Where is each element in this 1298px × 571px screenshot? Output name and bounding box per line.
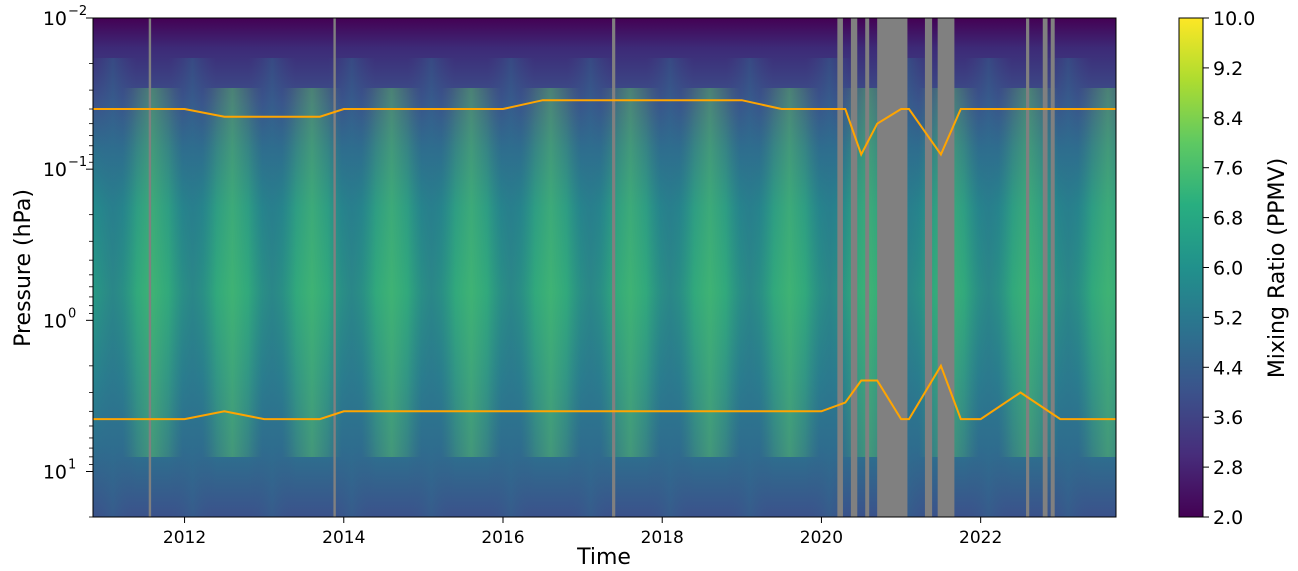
colorbar-tick-label: 7.6 (1213, 158, 1243, 180)
y-axis-label: Pressure (hPa) (11, 189, 36, 347)
winter-band (486, 58, 535, 517)
winter-band (725, 58, 774, 517)
x-tick-label: 2018 (641, 528, 684, 548)
missing-data-band (924, 18, 933, 517)
seasonal-bands (93, 58, 1116, 517)
colorbar (1178, 17, 1204, 518)
missing-data-band (865, 18, 870, 517)
missing-data-band (1026, 18, 1030, 517)
winter-band (964, 58, 1013, 517)
colorbar-tick-label: 3.6 (1213, 407, 1243, 429)
colorbar-tick-label: 4.4 (1213, 357, 1243, 379)
y-tick-label: 10 (43, 310, 67, 332)
y-tick-label: 10 (43, 159, 67, 181)
heatmap-field (93, 18, 1116, 517)
y-tick-label: 10 (43, 8, 67, 30)
x-tick-label: 2016 (481, 528, 524, 548)
missing-data-band (937, 18, 955, 517)
missing-data-band (850, 18, 858, 517)
x-axis: 2012 2014 2016 2018 2020 2022 (163, 517, 1002, 548)
winter-band (168, 58, 217, 517)
colorbar-tick-label: 10.0 (1213, 8, 1255, 30)
x-tick-label: 2022 (959, 528, 1002, 548)
winter-band (93, 58, 137, 517)
y-tick-exponent: −2 (68, 4, 87, 19)
missing-data-band (837, 18, 843, 517)
missing-data-bands (148, 18, 1055, 517)
missing-data-band (148, 18, 152, 517)
winter-band (407, 58, 456, 517)
colorbar-tick-label: 2.8 (1213, 457, 1243, 479)
winter-band (646, 58, 695, 517)
plot-frame (92, 17, 1117, 518)
y-tick-label: 10 (43, 461, 67, 483)
colorbar-tick-label: 6.0 (1213, 258, 1243, 280)
colorbar-tick-label: 6.8 (1213, 208, 1243, 230)
colorbar-tick-label: 5.2 (1213, 307, 1243, 329)
missing-data-band (877, 18, 908, 517)
missing-data-band (333, 18, 336, 517)
colorbar-tick-label: 2.0 (1213, 507, 1243, 529)
missing-data-band (1050, 18, 1055, 517)
colorbar-tick-label: 9.2 (1213, 58, 1243, 80)
y-tick-exponent: 1 (68, 457, 76, 472)
x-tick-label: 2014 (322, 528, 365, 548)
x-tick-label: 2020 (800, 528, 843, 548)
colorbar-ticks: 2.0 2.8 3.6 4.4 5.2 6.0 6.8 7.6 8.4 9.2 10.0 (1203, 8, 1255, 529)
series-line-2 (93, 363, 1116, 421)
x-axis-label: Time (576, 545, 631, 570)
winter-band (805, 58, 854, 517)
missing-data-band (612, 18, 616, 517)
colorbar-tick-label: 8.4 (1213, 108, 1243, 130)
y-tick-exponent: 0 (68, 306, 76, 321)
colorbar-label: Mixing Ratio (PPMV) (1265, 158, 1290, 378)
series-lines (93, 99, 1116, 421)
winter-band (248, 58, 297, 517)
winter-band (566, 58, 615, 517)
missing-data-band (1042, 18, 1048, 517)
series-line-1 (93, 99, 1116, 158)
y-tick-exponent: −1 (68, 155, 87, 170)
x-tick-label: 2012 (163, 528, 206, 548)
